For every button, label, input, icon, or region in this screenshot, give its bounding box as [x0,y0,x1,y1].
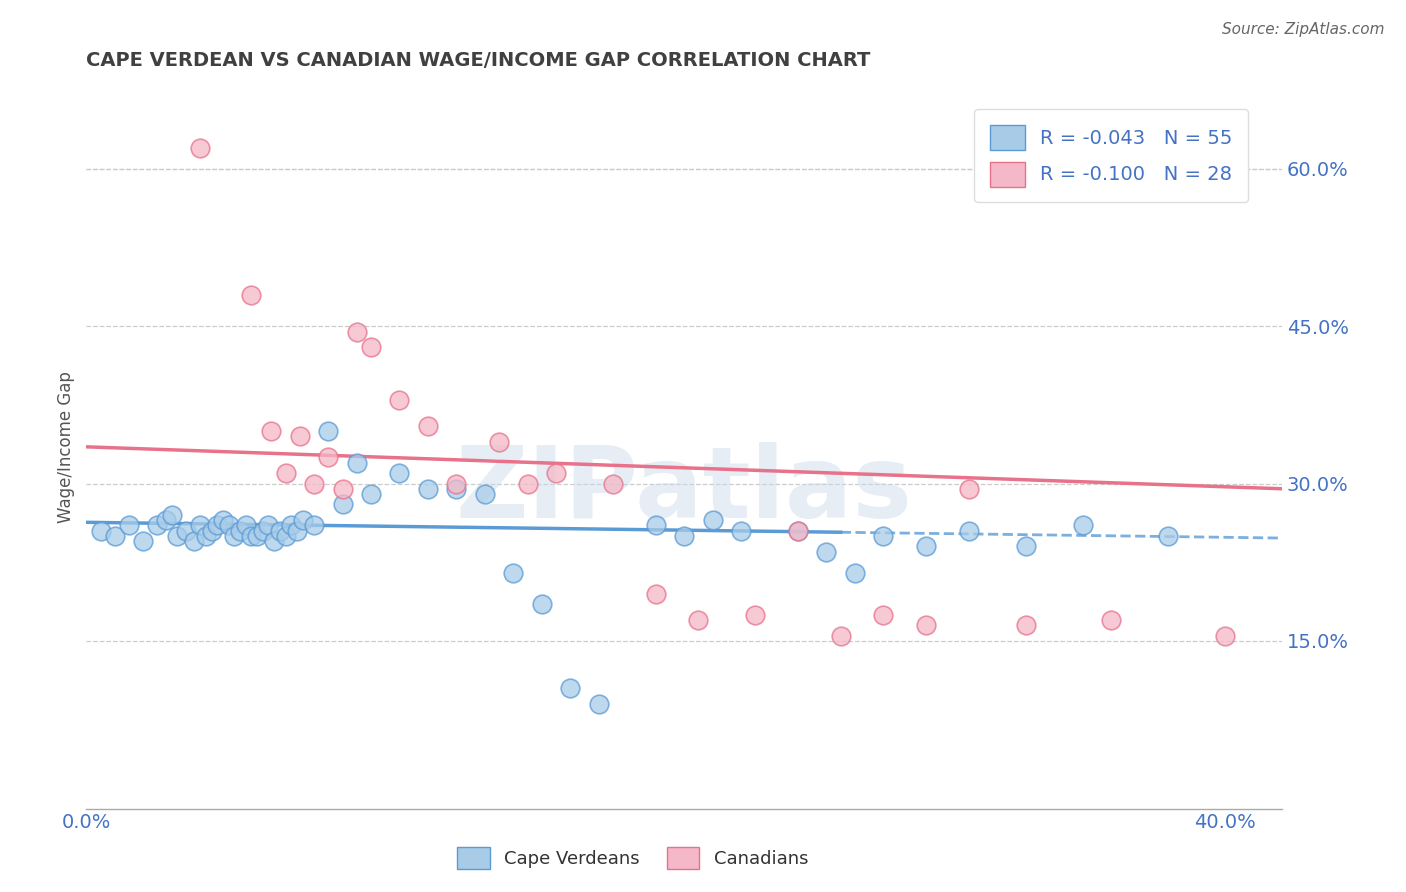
Legend: R = -0.043   N = 55, R = -0.100   N = 28: R = -0.043 N = 55, R = -0.100 N = 28 [974,110,1249,202]
Point [702,513,724,527]
Text: Source: ZipAtlas.com: Source: ZipAtlas.com [1222,22,1385,37]
Point [160,508,183,522]
Point [815,544,838,558]
Point [240,529,263,543]
Point [257,518,280,533]
Point [302,518,325,533]
Point [89,524,111,538]
Point [155,513,177,527]
Point [285,524,308,538]
Point [560,681,582,695]
Point [744,607,766,622]
Point [269,524,291,538]
Point [200,524,222,538]
Text: ZIPatlas: ZIPatlas [456,442,912,539]
Point [588,697,610,711]
Point [516,476,538,491]
Point [602,476,624,491]
Point [1157,529,1180,543]
Point [388,466,411,480]
Point [416,418,439,433]
Point [416,482,439,496]
Point [291,513,314,527]
Point [118,518,141,533]
Point [1099,613,1122,627]
Point [235,518,257,533]
Point [673,529,696,543]
Point [787,524,810,538]
Point [644,586,666,600]
Point [1015,618,1038,632]
Point [446,476,468,491]
Legend: Cape Verdeans, Canadians: Cape Verdeans, Canadians [449,838,817,879]
Point [1015,540,1038,554]
Point [188,141,211,155]
Point [530,597,553,611]
Point [830,628,852,642]
Point [104,529,127,543]
Point [872,529,894,543]
Point [224,529,246,543]
Point [166,529,188,543]
Point [188,518,211,533]
Point [218,518,240,533]
Point [1071,518,1094,533]
Point [957,524,980,538]
Point [915,618,938,632]
Point [146,518,169,533]
Point [246,529,269,543]
Point [316,450,339,465]
Point [280,518,302,533]
Point [388,392,411,407]
Point [502,566,524,580]
Point [360,340,382,354]
Point [183,534,205,549]
Point [544,466,567,480]
Point [274,466,297,480]
Point [212,513,235,527]
Point [346,456,368,470]
Point [688,613,710,627]
Point [844,566,866,580]
Point [302,476,325,491]
Text: CAPE VERDEAN VS CANADIAN WAGE/INCOME GAP CORRELATION CHART: CAPE VERDEAN VS CANADIAN WAGE/INCOME GAP… [86,51,870,70]
Point [240,288,263,302]
Point [274,529,297,543]
Point [360,487,382,501]
Point [644,518,666,533]
Point [787,524,810,538]
Point [288,429,311,443]
Point [1213,628,1236,642]
Y-axis label: Wage/Income Gap: Wage/Income Gap [58,371,75,523]
Point [252,524,274,538]
Point [872,607,894,622]
Point [957,482,980,496]
Point [229,524,252,538]
Point [332,498,354,512]
Point [263,534,285,549]
Point [474,487,496,501]
Point [915,540,938,554]
Point [730,524,752,538]
Point [132,534,155,549]
Point [488,434,510,449]
Point [446,482,468,496]
Point [174,524,197,538]
Point [260,424,283,438]
Point [346,325,368,339]
Point [332,482,354,496]
Point [316,424,339,438]
Point [194,529,217,543]
Point [207,518,229,533]
